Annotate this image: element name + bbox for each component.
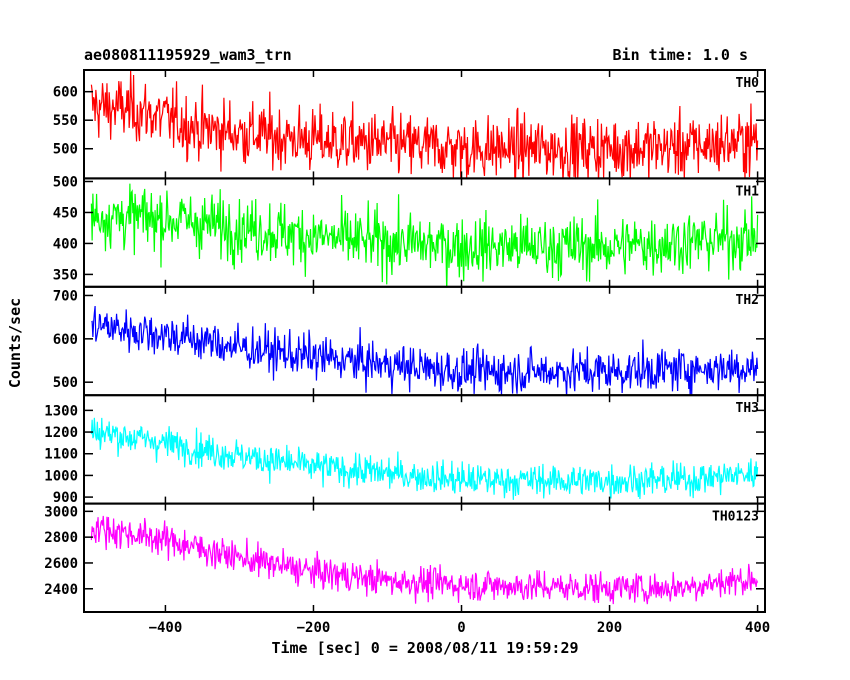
y-tick-label: 2800 — [44, 530, 78, 546]
panel-th0123: 2400 2600 2800 3000 TH0123 — [44, 502, 766, 614]
series-line-th0123 — [90, 515, 759, 605]
x-axis-title: Time [sec] 0 = 2008/08/11 19:59:29 — [271, 639, 578, 657]
x-tick-label: 200 — [597, 620, 622, 636]
panel-th1: 350 400 450 500 TH1 — [53, 174, 766, 288]
x-tick-label: −400 — [149, 620, 183, 636]
y-axis-title: Counts/sec — [6, 298, 24, 388]
series-line-th2 — [91, 305, 759, 396]
y-tick-label: 3000 — [44, 504, 78, 520]
y-tick-label: 1300 — [44, 403, 78, 419]
panel-frame — [83, 177, 766, 288]
y-tick-label: 900 — [53, 490, 78, 506]
panel-label-th0: TH0 — [736, 76, 760, 91]
series-line-th3 — [90, 417, 759, 500]
y-tick-label: 450 — [53, 205, 78, 221]
bin-time-label: Bin time: 1.0 s — [613, 46, 748, 64]
x-tick-label: 400 — [745, 620, 770, 636]
y-tick-label: 600 — [53, 332, 78, 348]
y-tick-label: 500 — [53, 142, 78, 158]
y-tick-label: 400 — [53, 236, 78, 252]
y-tick-label: 500 — [53, 375, 78, 391]
x-axis: −400 −200 0 200 400 — [149, 620, 771, 636]
panel-th2: 500 600 700 TH2 — [53, 285, 766, 397]
panel-th0: 500 550 600 TH0 — [53, 69, 766, 180]
y-tick-label: 2400 — [44, 582, 78, 598]
panels-group: 500 550 600 TH0 350 400 450 500 TH1 500 600 700 TH2 9… — [44, 69, 766, 614]
panel-label-th0123: TH0123 — [712, 510, 759, 525]
series-line-th1 — [90, 183, 759, 287]
panel-frame — [83, 502, 766, 614]
panel-th3: 900 1000 1100 1200 1300 TH3 — [44, 394, 766, 506]
y-tick-label: 1100 — [44, 447, 78, 463]
x-tick-label: 0 — [457, 620, 465, 636]
panel-label-th3: TH3 — [736, 401, 759, 416]
series-line-th0 — [90, 70, 759, 179]
y-tick-label: 700 — [53, 288, 78, 304]
x-tick-label: −200 — [297, 620, 331, 636]
y-tick-label: 1200 — [44, 425, 78, 441]
y-tick-label: 1000 — [44, 468, 78, 484]
y-tick-label: 500 — [53, 174, 78, 190]
y-tick-label: 600 — [53, 85, 78, 101]
panel-label-th2: TH2 — [736, 293, 759, 308]
y-tick-label: 350 — [53, 267, 78, 283]
panel-label-th1: TH1 — [736, 184, 760, 199]
y-tick-label: 550 — [53, 113, 78, 129]
chart-title: ae080811195929_wam3_trn — [84, 46, 292, 64]
y-tick-label: 2600 — [44, 556, 78, 572]
